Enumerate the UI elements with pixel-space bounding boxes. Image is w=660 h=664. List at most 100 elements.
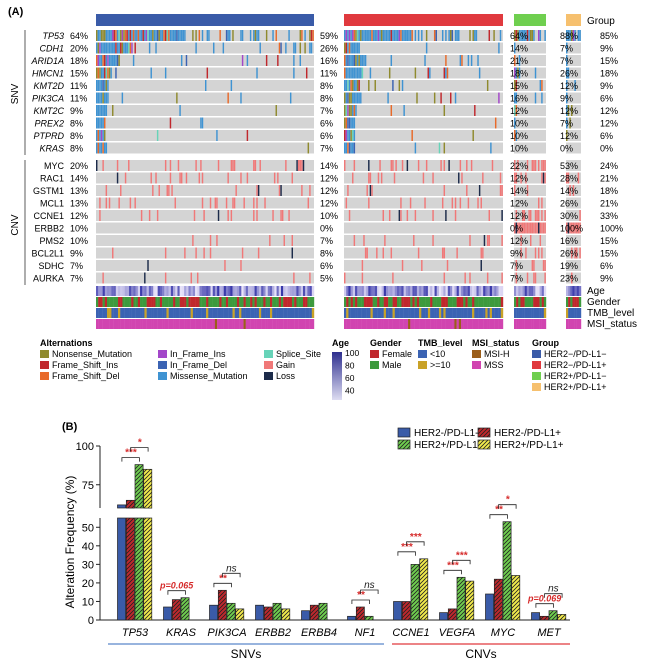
age-cell: [491, 286, 495, 296]
alteration-cell: [147, 260, 149, 271]
snv-gene-label: KMT2C: [33, 106, 64, 116]
row-background: [344, 92, 503, 104]
alteration-cell: [116, 160, 119, 171]
age-cell: [217, 286, 220, 296]
tmb-cell: [258, 308, 262, 318]
tmb-cell: [274, 308, 277, 318]
alteration-cell: [104, 142, 106, 154]
alteration-cell: [544, 260, 546, 271]
gender-cell: [456, 297, 460, 307]
alteration-cell: [347, 92, 349, 104]
msi-cell: [397, 319, 400, 329]
alteration-cell: [406, 160, 409, 171]
row-background: [566, 272, 581, 284]
bar-KRAS-2: [171, 599, 181, 621]
alteration-cell: [115, 55, 117, 66]
age-cell: [296, 286, 299, 296]
alteration-cell: [518, 30, 521, 41]
gender-cell: [210, 297, 213, 307]
tmb-cell: [311, 308, 315, 318]
tmb-cell: [252, 308, 255, 318]
alteration-cell: [475, 30, 478, 41]
alteration-cell: [227, 210, 229, 221]
annotation-track-label: Gender: [587, 297, 621, 308]
alteration-cell: [523, 222, 526, 234]
alteration-cell: [345, 67, 348, 79]
alteration-cell: [366, 247, 368, 259]
alteration-cell: [541, 172, 543, 184]
snv-left-pct: 20%: [70, 44, 88, 54]
alteration-cell: [352, 80, 354, 91]
alteration-cell: [345, 80, 348, 91]
alteration-cell: [219, 30, 221, 41]
alteration-cell: [347, 55, 349, 66]
y-tick-label: 10: [82, 596, 94, 608]
gender-cell: [480, 297, 484, 307]
alteration-cell: [361, 67, 364, 79]
gender-cell: [192, 297, 196, 307]
age-cell: [203, 286, 207, 296]
alteration-cell: [309, 272, 311, 284]
msi-cell: [528, 319, 532, 329]
bar-MYC-2: [493, 578, 503, 621]
gender-cell: [203, 297, 207, 307]
x-tick-label: CCNE1: [392, 627, 429, 639]
alteration-cell: [350, 130, 352, 141]
tmb-cell: [186, 308, 189, 318]
alteration-cell: [566, 117, 568, 129]
gender-cell: [500, 297, 504, 307]
alteration-cell: [293, 55, 295, 66]
tmb-cell: [390, 308, 393, 318]
alteration-cell: [443, 160, 446, 171]
gender-cell: [285, 297, 288, 307]
alteration-cell: [385, 30, 388, 41]
msi-cell: [399, 319, 402, 329]
gender-cell: [177, 297, 180, 307]
alteration-cell: [288, 210, 290, 221]
alteration-cell: [209, 235, 212, 246]
alteration-cell: [379, 30, 381, 41]
alteration-cell: [445, 55, 447, 66]
tmb-cell: [392, 308, 395, 318]
gender-cell: [474, 297, 477, 307]
alteration-cell: [499, 185, 502, 196]
alteration-cell: [126, 30, 128, 41]
alteration-cell: [198, 30, 201, 41]
alteration-cell: [200, 117, 202, 129]
y-tick-label: 100: [76, 441, 94, 453]
alteration-cell: [443, 67, 446, 79]
age-cell: [124, 286, 128, 296]
tmb-cell: [212, 308, 216, 318]
tmb-cell: [298, 308, 301, 318]
alteration-cell: [456, 247, 458, 259]
snv-group-pct: 10%: [510, 119, 528, 129]
alteration-cell: [107, 55, 109, 66]
gender-cell: [179, 297, 183, 307]
alteration-cell: [97, 30, 100, 41]
alteration-cell: [403, 105, 405, 116]
alteration-cell: [164, 67, 167, 79]
gender-cell: [190, 297, 194, 307]
age-cell: [170, 286, 174, 296]
alteration-cell: [155, 42, 157, 54]
gender-cell: [566, 297, 569, 307]
tmb-cell: [131, 308, 134, 318]
age-cell: [518, 286, 521, 296]
age-cell: [168, 286, 172, 296]
gender-cell: [578, 297, 582, 307]
tmb-cell: [405, 308, 409, 318]
alteration-cell: [577, 172, 580, 184]
row-background: [566, 130, 581, 141]
row-background: [514, 67, 546, 79]
alteration-cell: [355, 105, 357, 116]
gender-cell: [478, 297, 482, 307]
age-cell: [480, 286, 484, 296]
row-background: [344, 105, 503, 116]
alteration-cell: [417, 30, 420, 41]
gender-cell: [368, 297, 371, 307]
alteration-cell: [393, 30, 396, 41]
tmb-cell: [289, 308, 293, 318]
alteration-cell: [350, 67, 352, 79]
cnv-group-pct: 12%: [320, 174, 338, 184]
alteration-cell: [345, 30, 348, 41]
